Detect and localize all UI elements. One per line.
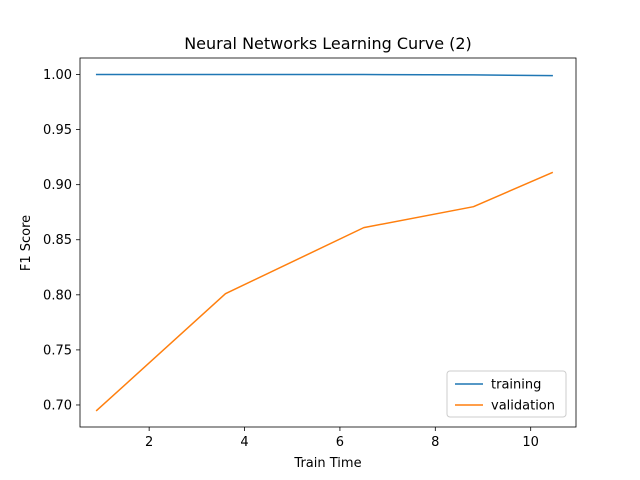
series-line-training (95, 73, 553, 77)
chart-title: Neural Networks Learning Curve (2) (184, 34, 472, 53)
y-axis-label: F1 Score (19, 215, 34, 271)
axes-frame (79, 57, 577, 428)
series-line-validation (95, 171, 554, 412)
plot-area: 2 4 6 8 10 0.70 0.75 0.80 0.85 0.90 0.95 1.00 traini… (43, 57, 577, 450)
y-tick-label: 0.80 (43, 288, 72, 303)
y-tick-label: 0.85 (43, 233, 72, 248)
x-tick-label: 10 (522, 435, 539, 450)
y-tick-label: 0.90 (43, 178, 72, 193)
x-tick-label: 4 (240, 435, 248, 450)
legend-label-validation: validation (491, 399, 555, 414)
x-axis-label: Train Time (293, 456, 361, 471)
x-tick-label: 2 (145, 435, 153, 450)
y-tick-label: 0.75 (43, 343, 72, 358)
x-tick-label: 8 (431, 435, 439, 450)
legend-label-training: training (491, 378, 541, 393)
y-tick-label: 0.95 (43, 123, 72, 138)
y-tick-label: 1.00 (43, 68, 72, 83)
y-tick-label: 0.70 (43, 398, 72, 413)
x-tick-label: 6 (336, 435, 344, 450)
